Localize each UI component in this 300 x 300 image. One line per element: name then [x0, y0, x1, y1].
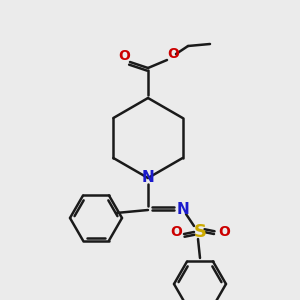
Text: O: O	[170, 225, 182, 239]
Text: O: O	[167, 47, 179, 61]
Text: O: O	[118, 49, 130, 63]
Text: N: N	[142, 170, 154, 185]
Text: N: N	[177, 202, 189, 217]
Text: S: S	[194, 223, 206, 241]
Text: O: O	[218, 225, 230, 239]
